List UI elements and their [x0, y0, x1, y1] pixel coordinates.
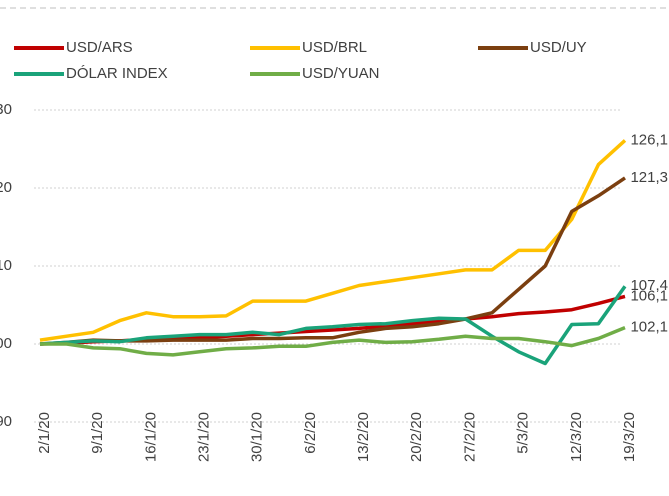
series-line	[39, 139, 627, 342]
series-line	[39, 285, 627, 366]
data-label: 106,1	[630, 287, 668, 304]
x-tick-label: 23/1/20	[196, 412, 213, 462]
x-tick-label: 6/2/20	[302, 412, 319, 454]
y-tick-label: 110	[0, 257, 12, 274]
x-tick-label: 20/2/20	[408, 412, 425, 462]
y-tick-label: 100	[0, 335, 12, 352]
legend-label: USD/YUAN	[302, 65, 380, 82]
x-tick-label: 9/1/20	[89, 412, 106, 454]
legend-label: DÓLAR INDEX	[66, 65, 168, 82]
x-tick-label: 12/3/20	[568, 412, 585, 462]
x-tick-label: 19/3/20	[621, 412, 638, 462]
data-label: 121,3	[630, 169, 668, 186]
data-label: 102,1	[630, 319, 668, 336]
x-tick-label: 2/1/20	[36, 412, 53, 454]
x-tick-label: 30/1/20	[249, 412, 266, 462]
legend-label: USD/UY	[530, 39, 587, 56]
data-label: 107,4	[630, 277, 668, 294]
data-label: 126,1	[630, 131, 668, 148]
y-tick-label: 120	[0, 179, 12, 196]
series-line	[40, 325, 626, 357]
y-tick-label: 90	[0, 413, 12, 430]
x-tick-label: 27/2/20	[461, 412, 478, 462]
series-line	[39, 176, 626, 346]
x-tick-label: 13/2/20	[355, 412, 372, 462]
x-tick-label: 16/1/20	[142, 412, 159, 462]
y-tick-label: 130	[0, 101, 12, 118]
legend-label: USD/ARS	[66, 39, 133, 56]
x-tick-label: 5/3/20	[515, 412, 532, 454]
legend-label: USD/BRL	[302, 39, 367, 56]
